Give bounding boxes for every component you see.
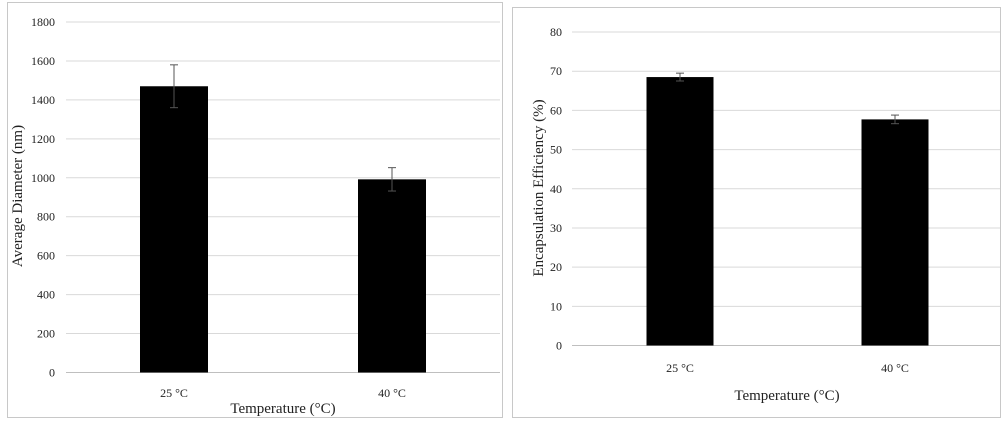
bar — [861, 119, 929, 346]
y-tick-label: 80 — [550, 25, 562, 39]
y-tick-label: 1200 — [31, 132, 55, 146]
x-tick-label: 40 °C — [881, 361, 909, 375]
y-tick-label: 30 — [550, 221, 562, 235]
y-tick-label: 10 — [550, 299, 562, 313]
x-axis-title: Temperature (°C) — [734, 388, 839, 404]
chart-panel-efficiency: 0 10 20 30 40 50 60 70 80 25 °C 40 °C Encapsulati… — [512, 7, 1001, 418]
y-tick-label: 1000 — [31, 171, 55, 185]
x-tick-labels: 25 °C 40 °C — [160, 386, 406, 400]
y-tick-label: 0 — [49, 366, 55, 380]
y-tick-label: 800 — [37, 210, 55, 224]
y-tick-label: 40 — [550, 182, 562, 196]
gridlines — [572, 31, 1000, 307]
y-tick-label: 0 — [556, 339, 562, 353]
y-tick-labels: 0 10 20 30 40 50 60 70 80 — [550, 25, 562, 353]
bar — [140, 86, 208, 373]
bars — [646, 72, 929, 346]
y-tick-label: 200 — [37, 327, 55, 341]
x-tick-label: 25 °C — [160, 386, 188, 400]
y-tick-label: 50 — [550, 143, 562, 157]
y-tick-label: 400 — [37, 288, 55, 302]
y-tick-labels: 0 200 400 600 800 1000 1200 1400 1600 1800 — [31, 15, 55, 380]
x-tick-label: 25 °C — [666, 361, 694, 375]
y-tick-label: 1800 — [31, 15, 55, 29]
y-tick-label: 600 — [37, 249, 55, 263]
bars — [140, 64, 426, 373]
y-tick-label: 1400 — [31, 93, 55, 107]
x-tick-label: 40 °C — [378, 386, 406, 400]
chart-frame — [7, 2, 503, 418]
x-axis-title: Temperature (°C) — [230, 401, 335, 417]
bar — [358, 179, 426, 373]
y-tick-label: 70 — [550, 64, 562, 78]
y-tick-label: 20 — [550, 260, 562, 274]
chart-panel-diameter: 0 200 400 600 800 1000 1200 1400 1600 1800 25 °C 4… — [7, 2, 503, 418]
y-tick-label: 1600 — [31, 54, 55, 68]
y-axis-title: Average Diameter (nm) — [10, 125, 26, 267]
y-tick-label: 60 — [550, 103, 562, 117]
y-axis-title: Encapsulation Efficiency (%) — [531, 99, 547, 276]
x-tick-labels: 25 °C 40 °C — [666, 361, 909, 375]
bar — [646, 77, 714, 346]
gridlines — [66, 21, 500, 335]
chart-frame — [512, 7, 1001, 418]
